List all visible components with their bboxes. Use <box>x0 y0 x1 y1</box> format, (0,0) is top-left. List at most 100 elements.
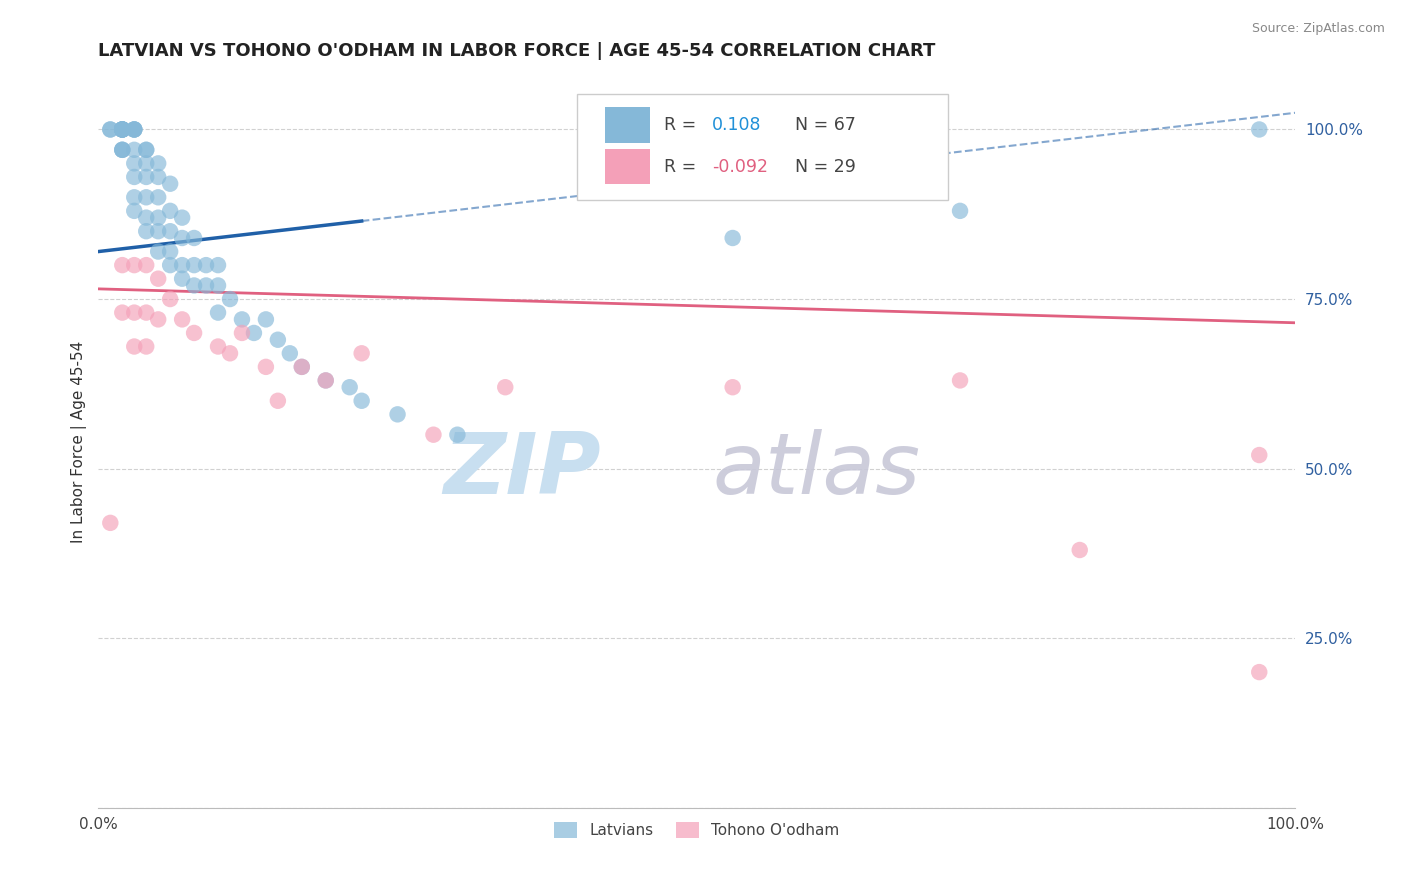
Point <box>159 292 181 306</box>
Point <box>172 271 194 285</box>
Point <box>446 427 468 442</box>
Point <box>111 143 134 157</box>
Point <box>159 224 181 238</box>
Text: N = 67: N = 67 <box>785 116 856 134</box>
Point <box>111 122 134 136</box>
Point <box>98 516 121 530</box>
Point <box>267 333 290 347</box>
Point <box>207 278 229 293</box>
Legend: Latvians, Tohono O'odham: Latvians, Tohono O'odham <box>548 816 845 844</box>
Text: R =: R = <box>665 158 702 176</box>
Point <box>135 143 157 157</box>
Point <box>111 143 134 157</box>
Point <box>172 312 194 326</box>
Point <box>721 380 744 394</box>
Point <box>148 244 170 259</box>
Point <box>1249 665 1271 679</box>
Point <box>111 122 134 136</box>
Point <box>183 278 205 293</box>
Point <box>111 258 134 272</box>
Point <box>721 231 744 245</box>
Point <box>148 169 170 184</box>
Point <box>172 211 194 225</box>
Point <box>111 122 134 136</box>
Point <box>315 373 337 387</box>
Point <box>135 339 157 353</box>
Point <box>122 122 145 136</box>
Point <box>135 305 157 319</box>
Point <box>183 258 205 272</box>
Text: R =: R = <box>665 116 702 134</box>
Point <box>122 122 145 136</box>
Point <box>148 156 170 170</box>
Point <box>422 427 444 442</box>
Point <box>219 346 242 360</box>
Point <box>1249 448 1271 462</box>
Point <box>122 339 145 353</box>
Point <box>135 224 157 238</box>
Point <box>183 231 205 245</box>
Point <box>350 346 373 360</box>
Point <box>111 122 134 136</box>
Point <box>219 292 242 306</box>
Point <box>172 231 194 245</box>
Point <box>207 305 229 319</box>
Point <box>122 143 145 157</box>
Point <box>122 305 145 319</box>
Point <box>291 359 314 374</box>
Point <box>148 224 170 238</box>
Point <box>122 169 145 184</box>
Point <box>98 122 121 136</box>
Point <box>159 244 181 259</box>
Point <box>159 258 181 272</box>
Point <box>111 143 134 157</box>
Point <box>243 326 266 340</box>
Point <box>122 156 145 170</box>
Point <box>172 258 194 272</box>
Point <box>207 339 229 353</box>
Point <box>207 258 229 272</box>
Point <box>159 203 181 218</box>
Point <box>148 190 170 204</box>
Point <box>231 326 253 340</box>
Point <box>122 122 145 136</box>
Point <box>278 346 301 360</box>
Point <box>339 380 361 394</box>
Point <box>135 169 157 184</box>
Y-axis label: In Labor Force | Age 45-54: In Labor Force | Age 45-54 <box>72 341 87 542</box>
Point <box>111 305 134 319</box>
Text: -0.092: -0.092 <box>713 158 768 176</box>
Point <box>949 373 972 387</box>
Text: LATVIAN VS TOHONO O'ODHAM IN LABOR FORCE | AGE 45-54 CORRELATION CHART: LATVIAN VS TOHONO O'ODHAM IN LABOR FORCE… <box>98 42 936 60</box>
Point <box>291 359 314 374</box>
Point <box>195 278 218 293</box>
Point <box>254 312 277 326</box>
Text: N = 29: N = 29 <box>785 158 856 176</box>
Point <box>111 122 134 136</box>
FancyBboxPatch shape <box>576 94 948 200</box>
Point <box>231 312 253 326</box>
Text: 0.108: 0.108 <box>713 116 762 134</box>
Point <box>135 190 157 204</box>
Point <box>111 122 134 136</box>
Point <box>949 203 972 218</box>
Point <box>135 258 157 272</box>
Point <box>111 122 134 136</box>
Point <box>135 143 157 157</box>
Point <box>494 380 516 394</box>
Point <box>159 177 181 191</box>
Point <box>148 211 170 225</box>
Text: atlas: atlas <box>713 429 921 512</box>
Point <box>267 393 290 408</box>
FancyBboxPatch shape <box>605 149 650 185</box>
Point <box>254 359 277 374</box>
Point <box>135 156 157 170</box>
Point <box>183 326 205 340</box>
Point <box>122 190 145 204</box>
Point <box>387 408 409 422</box>
Point <box>135 211 157 225</box>
Point <box>1069 543 1091 558</box>
Point <box>111 122 134 136</box>
Point <box>350 393 373 408</box>
Point <box>98 122 121 136</box>
